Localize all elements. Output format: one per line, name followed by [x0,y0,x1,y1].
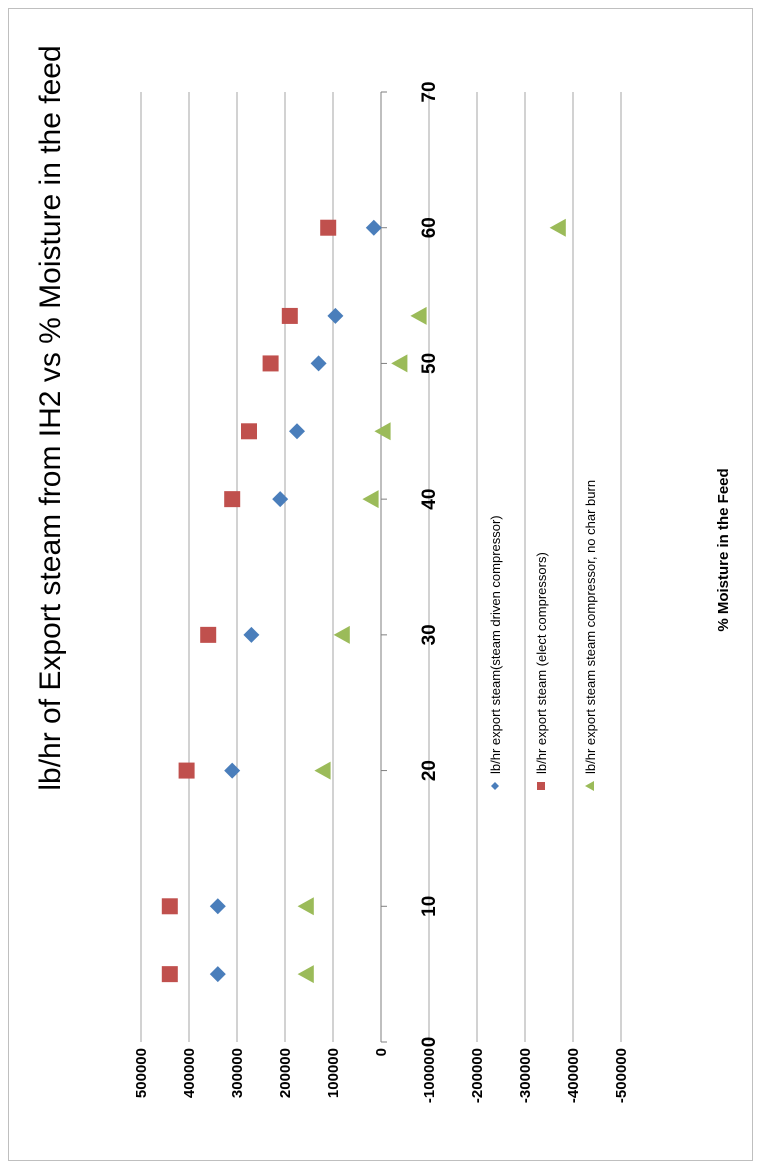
data-point [374,422,391,441]
data-point [320,219,337,236]
x-tick-label: 40 [419,489,440,510]
data-point [314,761,331,780]
data-point [243,626,260,643]
data-point [327,307,344,324]
data-point [224,491,241,508]
data-point [365,219,382,236]
y-tick-label: 300000 [229,1048,246,1098]
y-tick-label: 400000 [181,1048,198,1098]
x-tick-label: 60 [419,217,440,238]
data-point [161,966,178,983]
data-series [161,218,566,984]
data-point [224,762,241,779]
x-tick-label: 0 [419,1037,440,1048]
legend-label: lb/hr export steam(steam driven compress… [488,515,503,774]
series-3 [297,218,566,984]
data-point [297,897,314,916]
data-point [289,423,305,440]
legend-marker [585,781,594,791]
data-point [410,306,427,325]
data-point [241,423,257,440]
y-tick-label: 0 [373,1048,390,1056]
data-point [281,307,298,324]
y-tick-label: 500000 [133,1048,150,1098]
data-point [362,490,379,509]
data-point [209,966,226,983]
x-axis-title: % Moisture in the Feed [715,468,732,631]
y-tick-label: -200000 [469,1048,486,1103]
series-1 [209,219,382,983]
data-point [310,355,327,372]
x-tick-label: 70 [419,81,440,102]
series-2 [161,219,337,983]
chart-title: lb/hr of Export steam from IH2 vs % Mois… [34,45,67,790]
x-tick-label: 30 [419,624,440,645]
x-tick-label: 50 [419,353,440,374]
y-tick-label: -300000 [517,1048,534,1103]
y-tick-label: -400000 [565,1048,582,1103]
data-point [272,491,289,508]
y-tick-label: -100000 [421,1048,438,1103]
x-tick-label: 20 [419,760,440,781]
data-point [333,625,350,644]
data-point [178,762,195,779]
x-tick-label: 10 [419,896,440,917]
y-tick-label: 100000 [325,1048,342,1098]
legend-marker [537,782,545,790]
data-point [161,898,178,915]
data-point [262,355,279,372]
legend-label: lb/hr export steam steam compressor, no … [583,480,598,774]
data-point [549,218,566,237]
data-point [391,354,408,373]
data-point [209,898,226,915]
data-point [200,626,217,643]
data-point [297,965,314,984]
legend-label: lb/hr export steam (elect compressors) [534,552,549,774]
legend: lb/hr export steam(steam driven compress… [488,480,598,791]
legend-marker [491,782,499,790]
y-tick-label: -500000 [613,1048,630,1103]
y-tick-label: 200000 [277,1048,294,1098]
axes: 500000 400000 300000 200000 100000 0 -100000 -2… [133,81,630,1103]
